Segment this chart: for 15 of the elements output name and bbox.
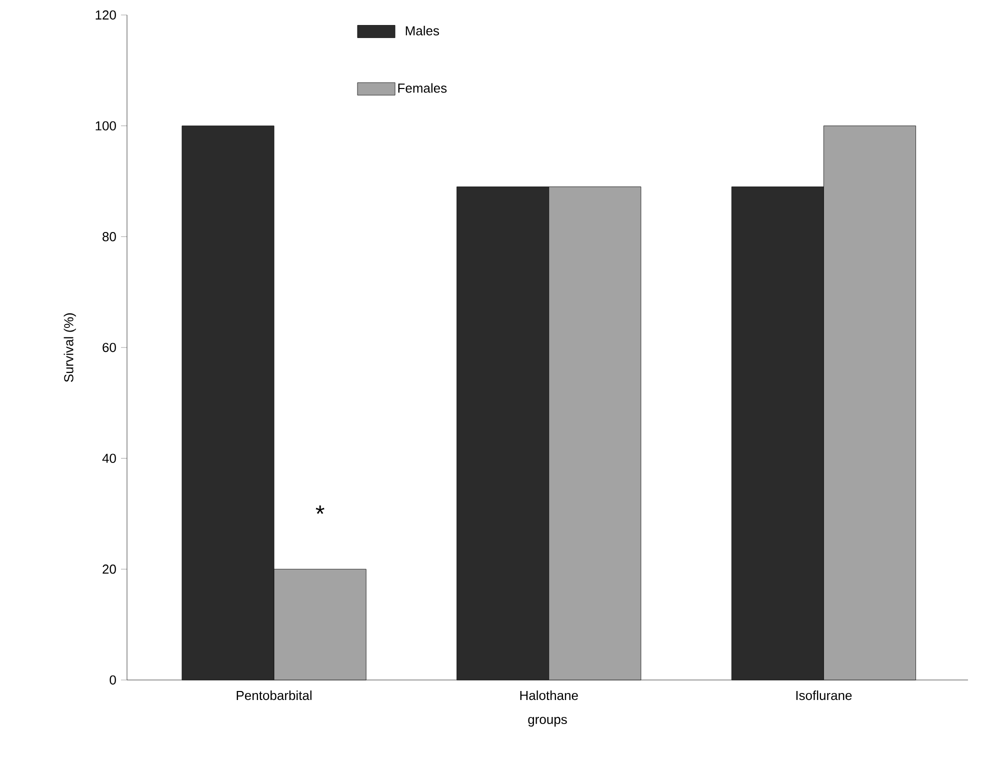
x-tick-label: Halothane: [520, 690, 578, 700]
y-tick-label: 120: [96, 10, 116, 20]
y-tick-label: 20: [102, 564, 116, 574]
legend-label: Males: [406, 26, 440, 36]
y-tick-label: 100: [96, 121, 116, 130]
y-tick-label: 0: [110, 675, 116, 685]
x-axis-title: groups: [528, 716, 567, 727]
annotation: *: [316, 505, 324, 514]
y-tick-label: 80: [102, 232, 116, 242]
y-tick-label: 60: [102, 342, 116, 352]
legend-label: Females: [398, 83, 447, 93]
y-tick-label: 40: [102, 454, 116, 463]
y-axis-title: Survival (%): [64, 313, 76, 382]
x-tick-label: Pentobarbital: [236, 690, 312, 700]
x-tick-label: Isoflurane: [796, 690, 852, 700]
